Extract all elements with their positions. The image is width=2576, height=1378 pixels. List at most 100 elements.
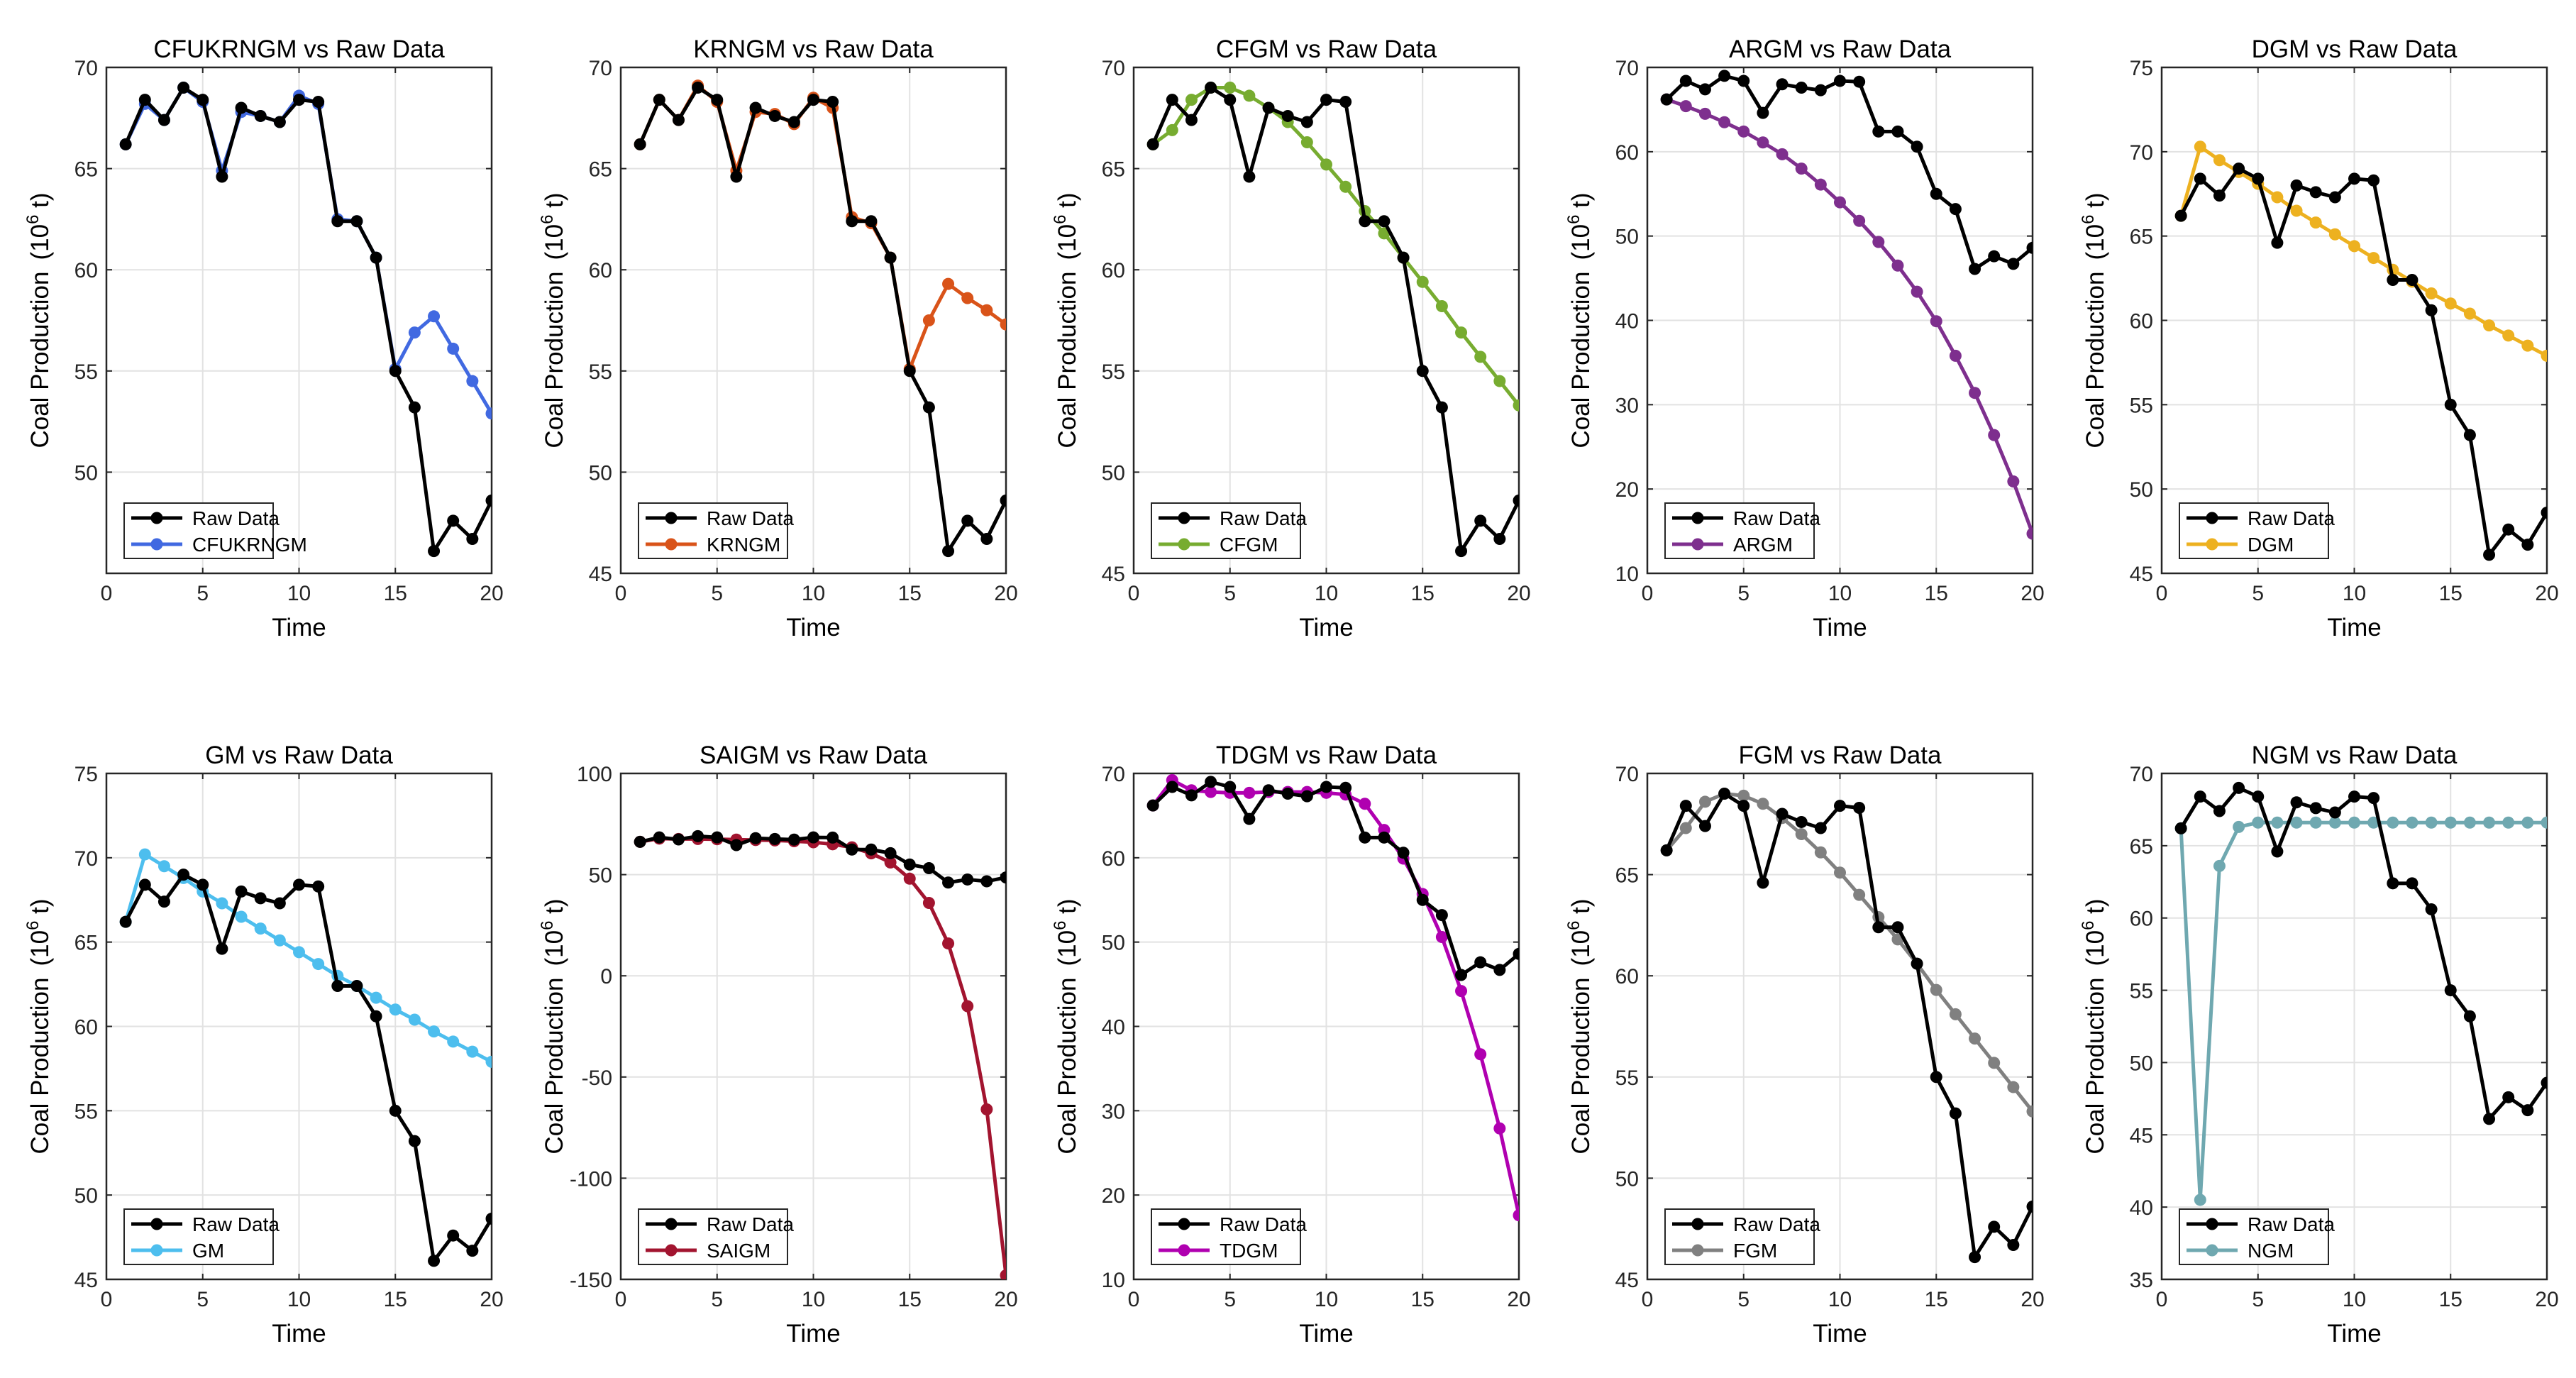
subplot-5: 0 5 10 15 20 45 50 55 60 65 70 75 DGM vs Raw Data Tim… <box>2079 35 2559 641</box>
data-point <box>1513 399 1519 412</box>
data-point <box>827 95 839 108</box>
data-point <box>273 934 286 947</box>
y-axis-label-unit-tail: t) <box>2082 192 2109 214</box>
data-point <box>1397 847 1410 859</box>
data-point <box>1224 94 1237 106</box>
data-point <box>408 401 421 414</box>
data-point <box>1416 365 1429 377</box>
legend-box <box>1151 1208 1301 1265</box>
y-axis-label-main: Coal Production <box>26 272 54 448</box>
data-point <box>1872 921 1885 934</box>
series-fgm <box>1660 788 2033 1118</box>
data-point <box>1969 1251 1981 1264</box>
subplot-10: 0 5 10 15 20 35 40 45 50 55 60 65 70 NGM vs Raw Data T… <box>2079 742 2559 1347</box>
y-tick-label: -50 <box>582 1066 612 1090</box>
data-point <box>634 835 646 848</box>
data-point <box>485 1212 492 1225</box>
data-point <box>2194 172 2206 185</box>
data-point <box>1000 318 1006 331</box>
data-point <box>1949 1107 1962 1120</box>
data-point <box>1679 800 1692 812</box>
data-point <box>672 833 685 846</box>
y-axis-label-main: Coal Production <box>1054 978 1081 1154</box>
data-point <box>138 878 151 891</box>
data-point <box>2233 781 2245 794</box>
y-tick-label: -150 <box>570 1269 612 1292</box>
y-axis-label-exponent: 6 <box>1564 921 1583 930</box>
y-axis-label: Coal Production (106 t) <box>1051 192 1081 448</box>
data-point <box>2007 475 2020 487</box>
data-point <box>1146 138 1159 150</box>
y-tick-label: 50 <box>74 1184 98 1208</box>
series-line <box>1151 86 1519 407</box>
legend-marker <box>1178 512 1190 524</box>
y-axis-label-exponent: 6 <box>1051 215 1070 224</box>
data-point <box>2444 816 2457 829</box>
y-tick-label: 60 <box>589 259 612 282</box>
legend-label: KRNGM <box>707 534 780 556</box>
y-tick-label: 75 <box>74 763 98 786</box>
series-dgm <box>2174 140 2547 362</box>
data-point <box>2367 174 2380 187</box>
legend-marker <box>150 1244 163 1257</box>
data-point <box>447 1229 460 1242</box>
data-point <box>312 95 325 108</box>
data-point <box>2026 1200 2033 1213</box>
data-point <box>1397 251 1410 264</box>
data-point <box>370 1010 382 1023</box>
x-tick-label: 10 <box>2343 582 2366 605</box>
data-point <box>2233 162 2245 175</box>
y-tick-label: 60 <box>2130 908 2153 931</box>
data-point <box>2406 273 2419 286</box>
data-point <box>1930 315 1942 328</box>
legend-marker <box>665 512 678 524</box>
y-tick-label: 50 <box>589 461 612 485</box>
data-point <box>1455 969 1468 981</box>
data-point <box>1930 1071 1942 1084</box>
data-point <box>865 215 878 228</box>
data-point <box>1243 812 1256 825</box>
x-axis-label: Time <box>2327 1320 2381 1347</box>
data-point <box>2406 877 2419 890</box>
data-point <box>157 860 170 873</box>
y-axis-label-main: Coal Production <box>2082 978 2109 1154</box>
data-point <box>2387 816 2399 829</box>
data-point <box>1814 84 1827 97</box>
data-point <box>2425 287 2438 299</box>
x-tick-label: 20 <box>1507 582 1530 605</box>
data-point <box>1359 215 1371 228</box>
data-point <box>1737 125 1750 138</box>
data-point <box>2290 204 2303 217</box>
series-raw-data <box>1660 70 2033 275</box>
data-point <box>768 109 781 122</box>
data-point <box>2174 209 2187 222</box>
x-axis-label: Time <box>1813 614 1867 641</box>
data-point <box>1000 871 1006 884</box>
data-point <box>1435 931 1448 944</box>
data-point <box>1000 494 1006 507</box>
data-point <box>1513 947 1519 960</box>
data-point <box>2521 1104 2534 1117</box>
data-point <box>1378 215 1391 228</box>
series-raw-data <box>634 82 1006 558</box>
data-point <box>1737 75 1750 87</box>
data-point <box>980 304 993 316</box>
data-point <box>2406 816 2419 829</box>
data-point <box>2309 816 2322 829</box>
data-point <box>2444 297 2457 310</box>
y-tick-label: 40 <box>2130 1196 2153 1220</box>
data-point <box>1146 799 1159 812</box>
series-tdgm <box>1146 774 1519 1222</box>
x-tick-label: 10 <box>1315 1288 1338 1311</box>
data-point <box>2348 790 2360 803</box>
y-tick-label: 70 <box>1102 57 1125 80</box>
series-line <box>2179 786 2547 1121</box>
y-tick-label: 60 <box>2130 310 2153 334</box>
series-line <box>1151 778 1519 1216</box>
y-axis-label: Coal Production (106 t) <box>1051 898 1081 1154</box>
legend-box <box>1664 502 1815 559</box>
y-axis-label-unit-tail: t) <box>1054 192 1081 214</box>
series-krngm <box>634 79 1006 375</box>
series-raw-data <box>1660 788 2033 1264</box>
data-point <box>942 937 955 950</box>
